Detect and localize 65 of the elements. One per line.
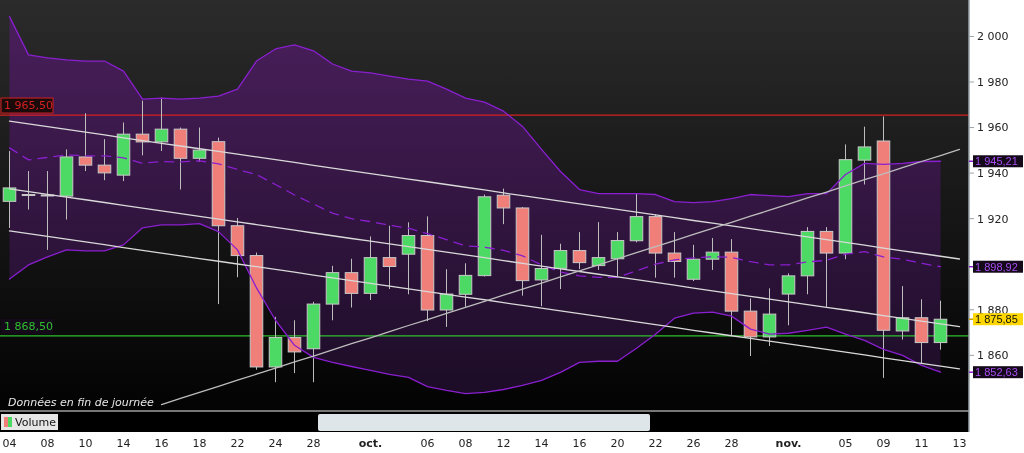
x-tick-label: 26 [686, 437, 701, 450]
y-tick-label: 1 960 [977, 121, 1009, 135]
x-tick-label: 16 [572, 437, 587, 450]
candlestick [933, 300, 948, 351]
candlestick [382, 225, 397, 290]
y-tick-label: 1 940 [977, 166, 1009, 180]
x-tick-label: 06 [420, 437, 435, 450]
candlestick [344, 258, 359, 308]
candlestick [553, 243, 568, 290]
x-tick-label: 22 [648, 437, 663, 450]
x-tick-label: 22 [230, 437, 245, 450]
line-series [8, 147, 942, 279]
x-tick-label: 28 [306, 437, 321, 450]
y-tick-label: 1 980 [977, 75, 1009, 89]
x-tick-label: nov. [775, 437, 802, 450]
y-tick-label: 1 920 [977, 212, 1009, 226]
x-tick-label: 12 [496, 437, 511, 450]
x-tick-label: oct. [358, 437, 383, 450]
text: 1 945,21 [975, 155, 1018, 168]
candlestick [667, 231, 682, 279]
text: 1 875,85 [975, 313, 1018, 326]
x-tick-label: 24 [268, 437, 283, 450]
candlestick [572, 231, 587, 270]
candlestick [496, 188, 511, 225]
y-tick-label: 2 000 [977, 30, 1009, 44]
x-tick-label: 11 [914, 437, 929, 450]
x-tick-label: 08 [40, 437, 55, 450]
candlestick [781, 272, 796, 326]
candlestick [154, 96, 169, 152]
line-series [8, 223, 942, 395]
x-tick-label: 10 [78, 437, 93, 450]
x-tick-label: 05 [838, 437, 853, 450]
ref-line-label: 1 965,50 [4, 99, 53, 113]
x-tick-label: 04 [2, 437, 17, 450]
candlestick [895, 285, 910, 341]
x-tick-label: 14 [534, 437, 549, 450]
candlestick [686, 244, 701, 282]
candlestick [819, 226, 834, 308]
candlestick [401, 221, 416, 295]
line-series [8, 230, 961, 370]
text: Volume [15, 416, 57, 429]
text: 1 852,63 [975, 366, 1018, 379]
candlestick [458, 262, 473, 308]
x-tick-label: 28 [724, 437, 739, 450]
annotation: Données en fin de journée [8, 396, 154, 409]
text: 1 898,92 [975, 260, 1018, 273]
x-tick-label: 20 [610, 437, 625, 450]
line-series [8, 15, 942, 204]
candlestick [2, 150, 17, 229]
x-tick-label: 13 [952, 437, 967, 450]
x-tick-label: 14 [116, 437, 131, 450]
candlestick [610, 231, 625, 278]
y-tick-label: 1 860 [977, 349, 1009, 363]
candlestick [439, 268, 454, 328]
x-tick-label: 16 [154, 437, 169, 450]
candlestick [97, 138, 112, 181]
candlestick [534, 234, 549, 307]
candlestick [192, 127, 207, 163]
ref-line-label: 1 868,50 [4, 319, 53, 333]
candlestick [762, 287, 777, 347]
x-tick-label: 18 [192, 437, 207, 450]
line-series [8, 120, 961, 260]
x-tick-label: 08 [458, 437, 473, 450]
x-tick-label: 09 [876, 437, 891, 450]
candlestick [78, 112, 93, 172]
